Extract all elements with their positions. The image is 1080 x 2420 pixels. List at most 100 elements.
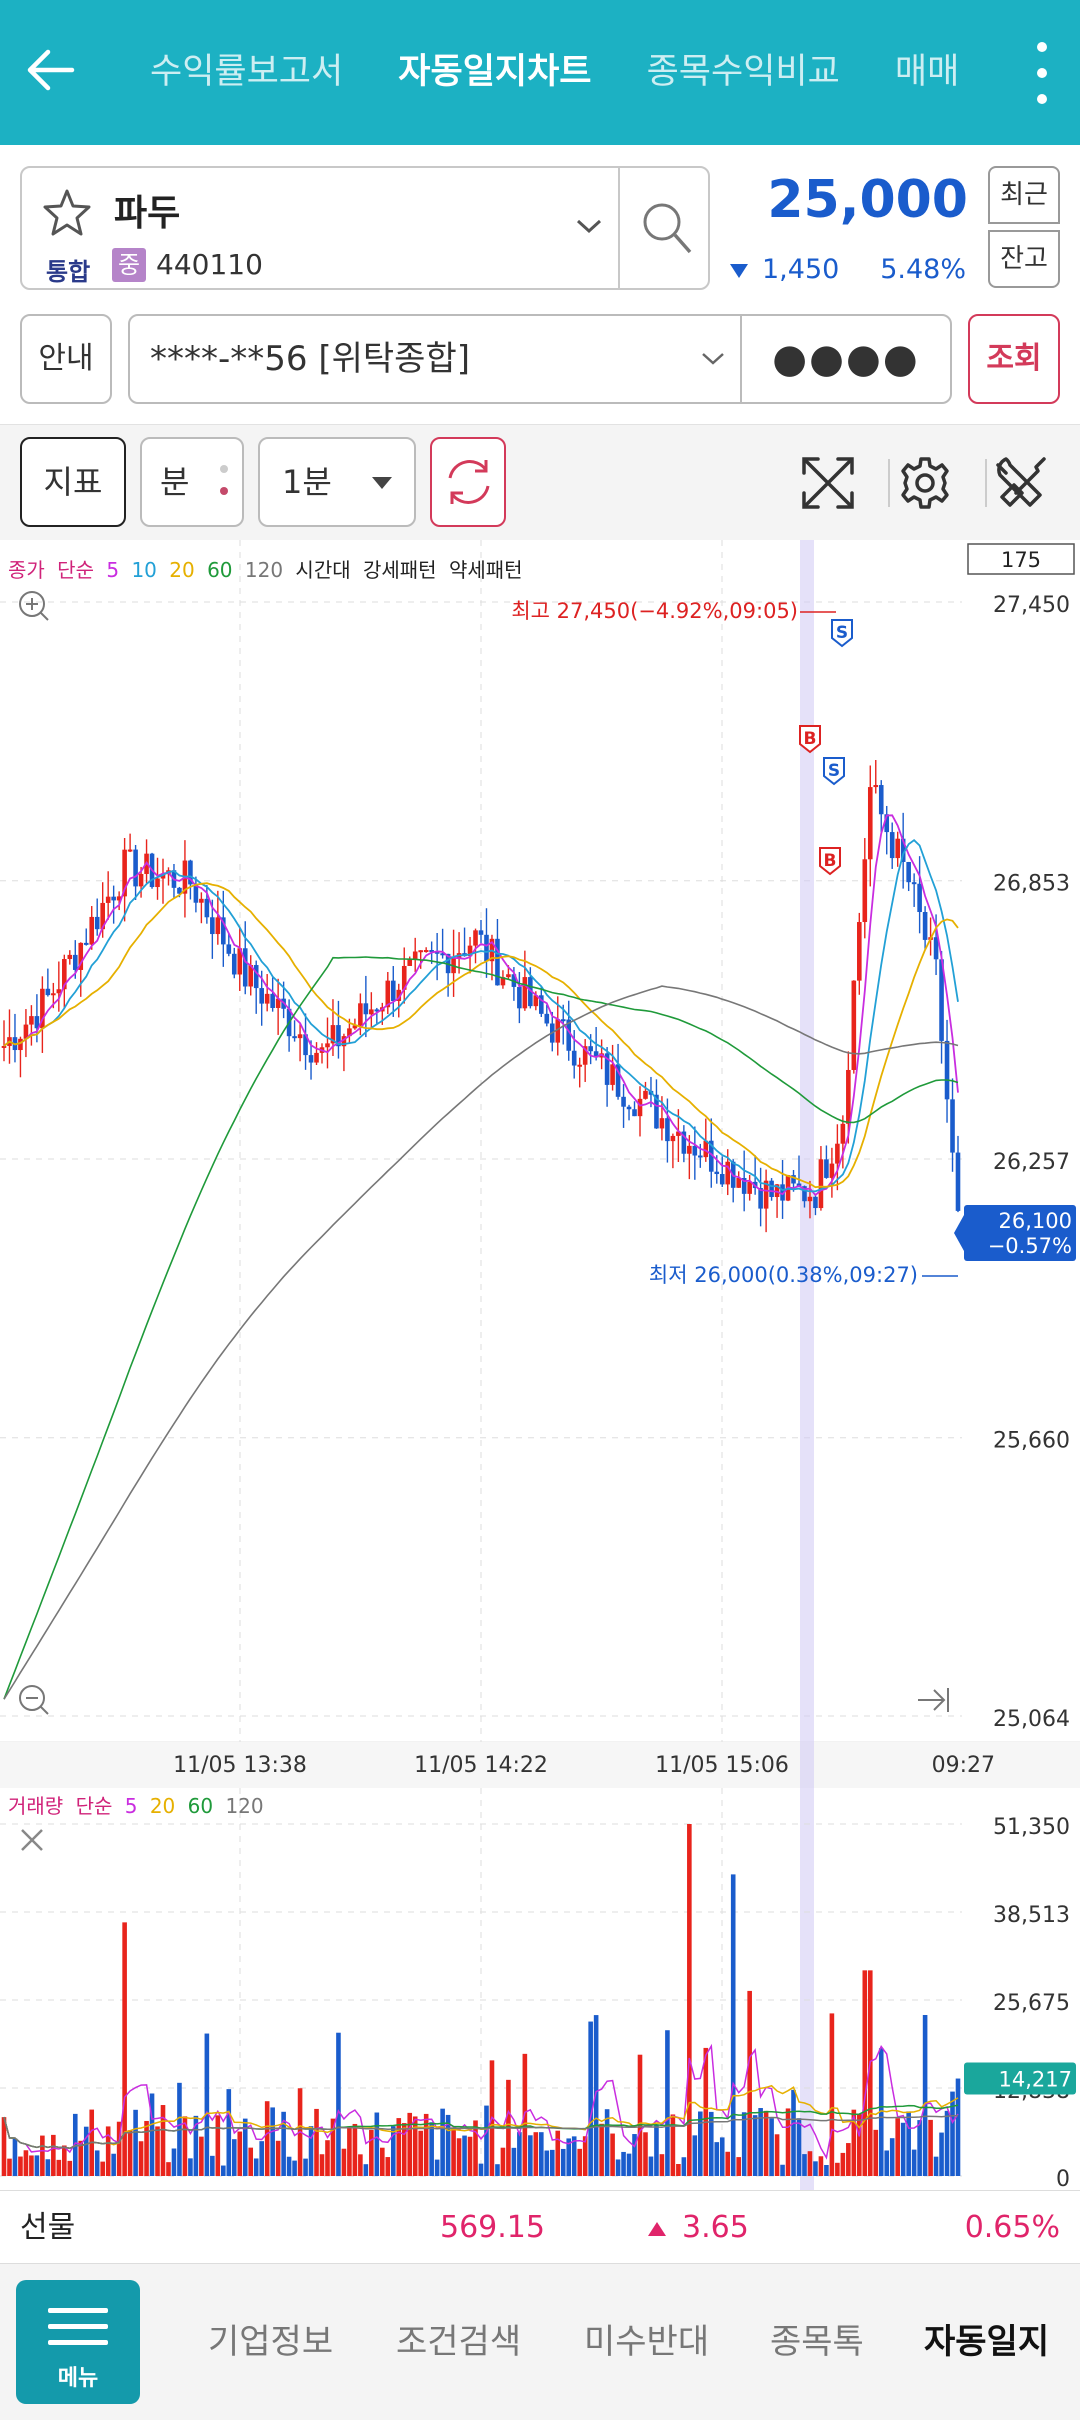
candle-body bbox=[911, 882, 917, 885]
period-unit-button[interactable]: 분 bbox=[140, 437, 244, 527]
volume-bar bbox=[358, 2154, 363, 2176]
price-axis-bg bbox=[962, 540, 1080, 2190]
candle-body bbox=[933, 937, 939, 960]
stock-code: 440110 bbox=[156, 248, 263, 281]
tab-return-report[interactable]: 수익률보고서 bbox=[150, 52, 344, 92]
balance-button[interactable]: 잔고 bbox=[988, 230, 1060, 288]
candle-body bbox=[867, 787, 873, 860]
candle-body bbox=[500, 977, 506, 986]
volume-bar bbox=[730, 1874, 736, 2176]
tab-trade[interactable]: 매매 bbox=[894, 52, 960, 92]
candle-body bbox=[818, 1159, 824, 1209]
refresh-button[interactable] bbox=[430, 437, 506, 527]
toolbar-divider bbox=[888, 459, 890, 507]
futures-ticker[interactable]: 선물 569.15 3.65 0.65% bbox=[0, 2190, 1080, 2264]
volume-bar bbox=[275, 2140, 281, 2176]
stock-badge: 중 bbox=[112, 248, 146, 282]
candle-body bbox=[429, 950, 434, 953]
trade-marker-label: B bbox=[824, 851, 837, 871]
candle-body bbox=[829, 1163, 835, 1178]
candle-body bbox=[741, 1178, 747, 1194]
tab-auto-journal-chart[interactable]: 자동일지차트 bbox=[398, 52, 592, 92]
volume-bar bbox=[1, 2117, 7, 2176]
candle-body bbox=[593, 1051, 599, 1058]
nav-margin-opposite[interactable]: 미수반대 bbox=[584, 2322, 710, 2362]
password-field[interactable]: ●●●● bbox=[740, 316, 950, 402]
candle-body bbox=[577, 1064, 582, 1067]
candle-body bbox=[621, 1096, 626, 1107]
volume-bar bbox=[626, 2153, 632, 2176]
more-options-icon[interactable] bbox=[1030, 42, 1054, 104]
close-volume-icon bbox=[21, 1829, 43, 1851]
volume-bar bbox=[56, 2159, 62, 2176]
volume-bar bbox=[599, 2123, 604, 2176]
legend-item: 종가 bbox=[8, 558, 45, 582]
volume-bar bbox=[18, 2156, 23, 2176]
volume-bar bbox=[708, 2111, 714, 2176]
volume-bar bbox=[714, 2142, 720, 2176]
candle-body bbox=[517, 986, 522, 1009]
price-axis-label: 26,853 bbox=[993, 872, 1070, 897]
volume-bar bbox=[840, 2152, 846, 2176]
volume-bar bbox=[517, 2132, 522, 2176]
candle-body bbox=[950, 1099, 955, 1153]
guide-button[interactable]: 안내 bbox=[20, 314, 112, 404]
nav-condition-search[interactable]: 조건검색 bbox=[396, 2322, 522, 2362]
candlestick-chart[interactable]: 27,450 26,853 26,257 25,660 25,064 11/05 13:3… bbox=[0, 540, 1080, 2190]
volume-bar bbox=[807, 2151, 813, 2176]
candle-body bbox=[955, 1152, 961, 1211]
recent-button[interactable]: 최근 bbox=[988, 166, 1060, 224]
moving-average-line-60 bbox=[3, 956, 959, 1700]
tools-icon[interactable] bbox=[992, 453, 1052, 513]
volume-bar bbox=[835, 2162, 840, 2176]
nav-stock-talk[interactable]: 종목톡 bbox=[770, 2322, 864, 2362]
nav-auto-journal[interactable]: 자동일지 bbox=[924, 2322, 1050, 2362]
candle-body bbox=[116, 896, 122, 901]
candle-body bbox=[29, 1016, 34, 1025]
volume-bar bbox=[341, 2148, 347, 2176]
volume-bar bbox=[462, 2135, 467, 2176]
favorite-star-icon[interactable] bbox=[40, 186, 94, 240]
chevron-down-icon[interactable] bbox=[574, 216, 604, 236]
volume-average-line-5 bbox=[3, 2043, 959, 2160]
current-volume-tag bbox=[964, 2062, 1076, 2095]
volume-bar bbox=[555, 2130, 561, 2176]
chart-area[interactable]: 27,450 26,853 26,257 25,660 25,064 11/05 13:3… bbox=[0, 540, 1080, 2190]
candle-body bbox=[719, 1174, 725, 1185]
volume-bar bbox=[237, 2131, 243, 2176]
indicator-button[interactable]: 지표 bbox=[20, 437, 126, 527]
candle-body bbox=[698, 1155, 703, 1158]
candle-body bbox=[522, 977, 528, 1009]
stock-search-button[interactable] bbox=[618, 168, 710, 288]
volume-bar bbox=[396, 2118, 402, 2176]
interval-select[interactable]: 1분 bbox=[258, 437, 416, 527]
price-legend: 종가 단순 5 10 20 60 120 시간대 강세패턴 약세패턴 bbox=[8, 554, 529, 583]
volume-bar bbox=[188, 2158, 193, 2176]
volume-bar bbox=[155, 2126, 160, 2176]
volume-bar bbox=[83, 2126, 89, 2176]
account-selector[interactable]: ****-**56 [위탁종합] ●●●● bbox=[128, 314, 952, 404]
tab-stock-return-compare[interactable]: 종목수익비교 bbox=[646, 52, 840, 92]
candle-body bbox=[100, 902, 105, 930]
gear-icon[interactable] bbox=[895, 453, 955, 513]
legend-item: 단순 bbox=[57, 558, 94, 582]
volume-bar bbox=[950, 2091, 955, 2176]
candle-body bbox=[478, 930, 484, 935]
candle-body bbox=[193, 884, 199, 903]
volume-bar bbox=[467, 2136, 473, 2176]
nav-company-info[interactable]: 기업정보 bbox=[208, 2322, 334, 2362]
query-button[interactable]: 조회 bbox=[968, 314, 1060, 404]
volume-bar bbox=[171, 2148, 177, 2176]
candle-body bbox=[270, 993, 275, 1008]
fullscreen-icon[interactable] bbox=[798, 453, 858, 513]
candle-body bbox=[922, 912, 928, 940]
volume-bar bbox=[725, 2151, 731, 2176]
volume-bar bbox=[352, 2123, 358, 2176]
chevron-down-icon[interactable] bbox=[700, 350, 726, 368]
back-arrow-icon[interactable] bbox=[22, 40, 82, 100]
stock-selector[interactable]: 파두 통합 중 440110 bbox=[20, 166, 710, 290]
period-unit-label: 분 bbox=[160, 463, 190, 501]
menu-button[interactable]: 메뉴 bbox=[16, 2280, 140, 2404]
volume-bar bbox=[917, 2120, 922, 2176]
volume-bar bbox=[955, 2078, 961, 2176]
